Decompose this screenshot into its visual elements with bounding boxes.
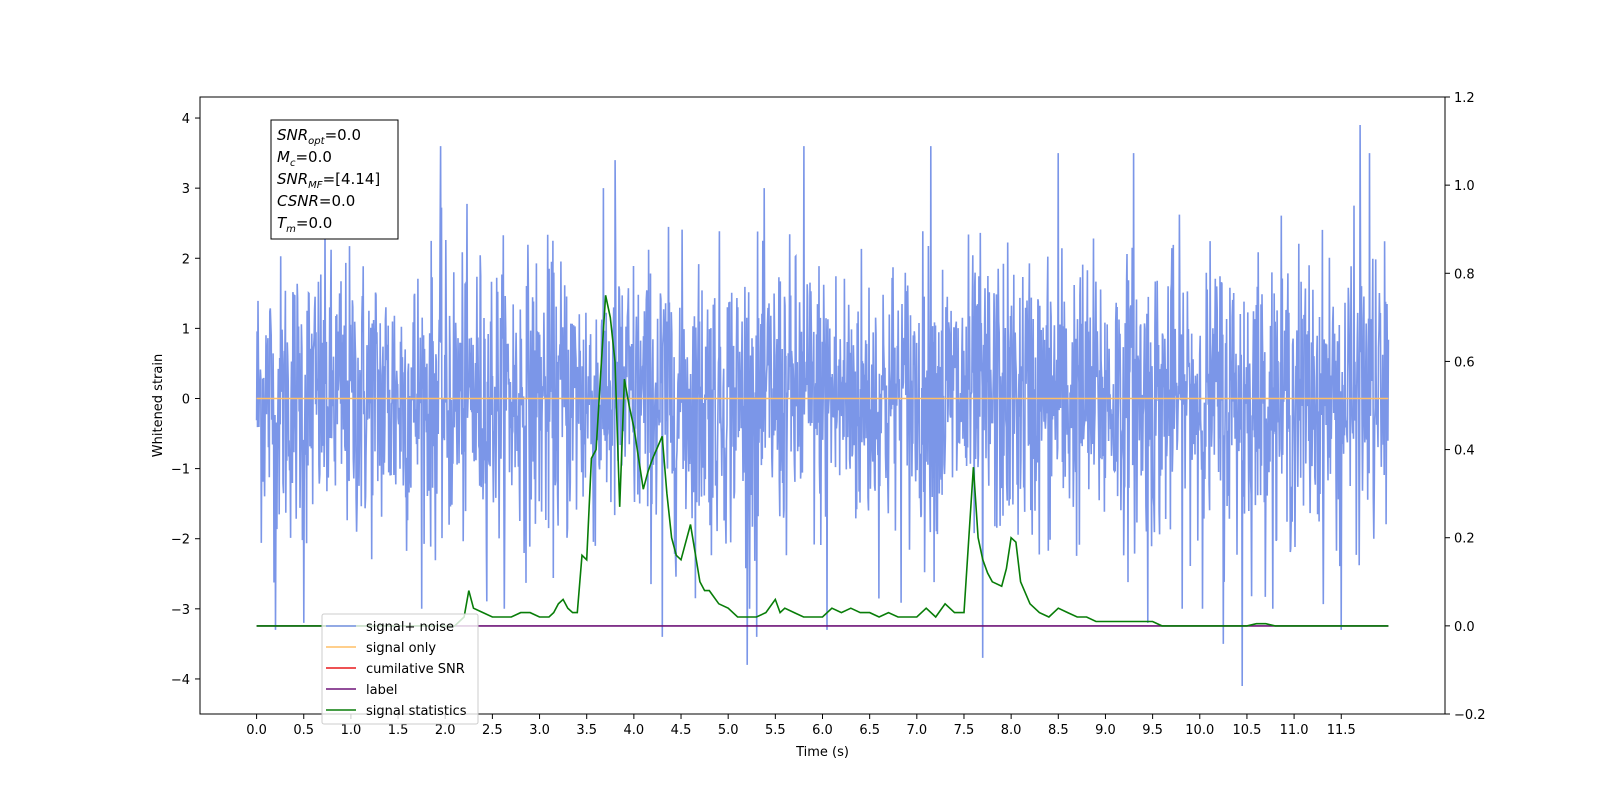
x-tick-label: 7.0 <box>906 723 927 738</box>
x-tick-label: 11.0 <box>1280 723 1309 738</box>
x-tick-label: 5.5 <box>765 723 786 738</box>
x-tick-label: 3.5 <box>576 723 597 738</box>
x-tick-label: 8.5 <box>1048 723 1069 738</box>
y-tick-label: −4 <box>171 673 190 688</box>
x-tick-label: 6.0 <box>812 723 833 738</box>
y-tick-label: 3 <box>182 182 190 197</box>
legend-label: signal statistics <box>366 704 467 719</box>
x-tick-label: 9.0 <box>1095 723 1116 738</box>
y-axis-right: −0.2 0.0 0.2 0.4 0.6 0.8 1.0 1.2 <box>1445 91 1486 723</box>
x-tick-label: 8.0 <box>1001 723 1022 738</box>
x-tick-label: 4.0 <box>624 723 645 738</box>
y2-tick-label: 0.8 <box>1454 267 1475 282</box>
x-tick-label: 5.0 <box>718 723 739 738</box>
x-tick-label: 2.0 <box>435 723 456 738</box>
series-signal-noise <box>255 124 1390 687</box>
y-tick-label: 1 <box>182 322 190 337</box>
series-signal-statistics <box>256 295 1389 627</box>
y-axis-label: Whitened strain <box>151 354 166 457</box>
x-tick-label: 1.0 <box>341 723 362 738</box>
y-tick-label: 4 <box>182 112 190 127</box>
x-tick-label: 2.5 <box>482 723 503 738</box>
x-axis-label: Time (s) <box>795 745 849 760</box>
x-tick-label: 10.5 <box>1232 723 1261 738</box>
x-tick-label: 9.5 <box>1142 723 1163 738</box>
annotation-line: Tm=0.0 <box>277 214 332 235</box>
x-tick-label: 7.5 <box>954 723 975 738</box>
annotation-box-frame <box>270 119 399 240</box>
y2-tick-label: −0.2 <box>1454 708 1486 723</box>
x-tick-label: 11.5 <box>1327 723 1356 738</box>
annotation-line: SNRopt=0.0 <box>277 126 361 147</box>
annotation-line: CSNR=0.0 <box>277 192 355 210</box>
x-tick-label: 0.0 <box>246 723 267 738</box>
legend-label: signal+ noise <box>366 620 454 635</box>
y2-tick-label: 0.6 <box>1454 355 1475 370</box>
y2-tick-label: 1.2 <box>1454 91 1475 106</box>
y-tick-label: −1 <box>171 463 190 478</box>
annotation-line: Mc=0.0 <box>277 148 332 169</box>
x-tick-label: 3.0 <box>529 723 550 738</box>
x-tick-label: 10.0 <box>1185 723 1214 738</box>
x-tick-label: 6.5 <box>859 723 880 738</box>
y-axis-left: −4 −3 −2 −1 0 1 2 3 4 <box>171 112 200 688</box>
legend-frame <box>321 613 479 725</box>
y-tick-label: −3 <box>171 603 190 618</box>
x-tick-label: 4.5 <box>671 723 692 738</box>
y2-tick-label: 0.4 <box>1454 444 1475 459</box>
legend-label: label <box>366 683 397 698</box>
legend-label: cumilative SNR <box>366 662 465 677</box>
legend-label: signal only <box>366 641 436 656</box>
y2-tick-label: 0.0 <box>1454 620 1475 635</box>
legend: signal+ noise signal only cumilative SNR la… <box>321 613 479 725</box>
x-axis: 0.0 0.5 1.0 1.5 2.0 2.5 3.0 3.5 4.0 4.5 5.0 5.5 6.0 6… <box>246 714 1356 738</box>
x-tick-label: 0.5 <box>293 723 314 738</box>
y2-tick-label: 0.2 <box>1454 532 1475 547</box>
plot-area <box>255 124 1390 687</box>
y-tick-label: 2 <box>182 252 190 267</box>
y-tick-label: −2 <box>171 533 190 548</box>
y-tick-label: 0 <box>182 392 190 407</box>
annotation-line: SNRMF=[4.14] <box>277 170 380 191</box>
x-tick-label: 1.5 <box>388 723 409 738</box>
y2-tick-label: 1.0 <box>1454 179 1475 194</box>
